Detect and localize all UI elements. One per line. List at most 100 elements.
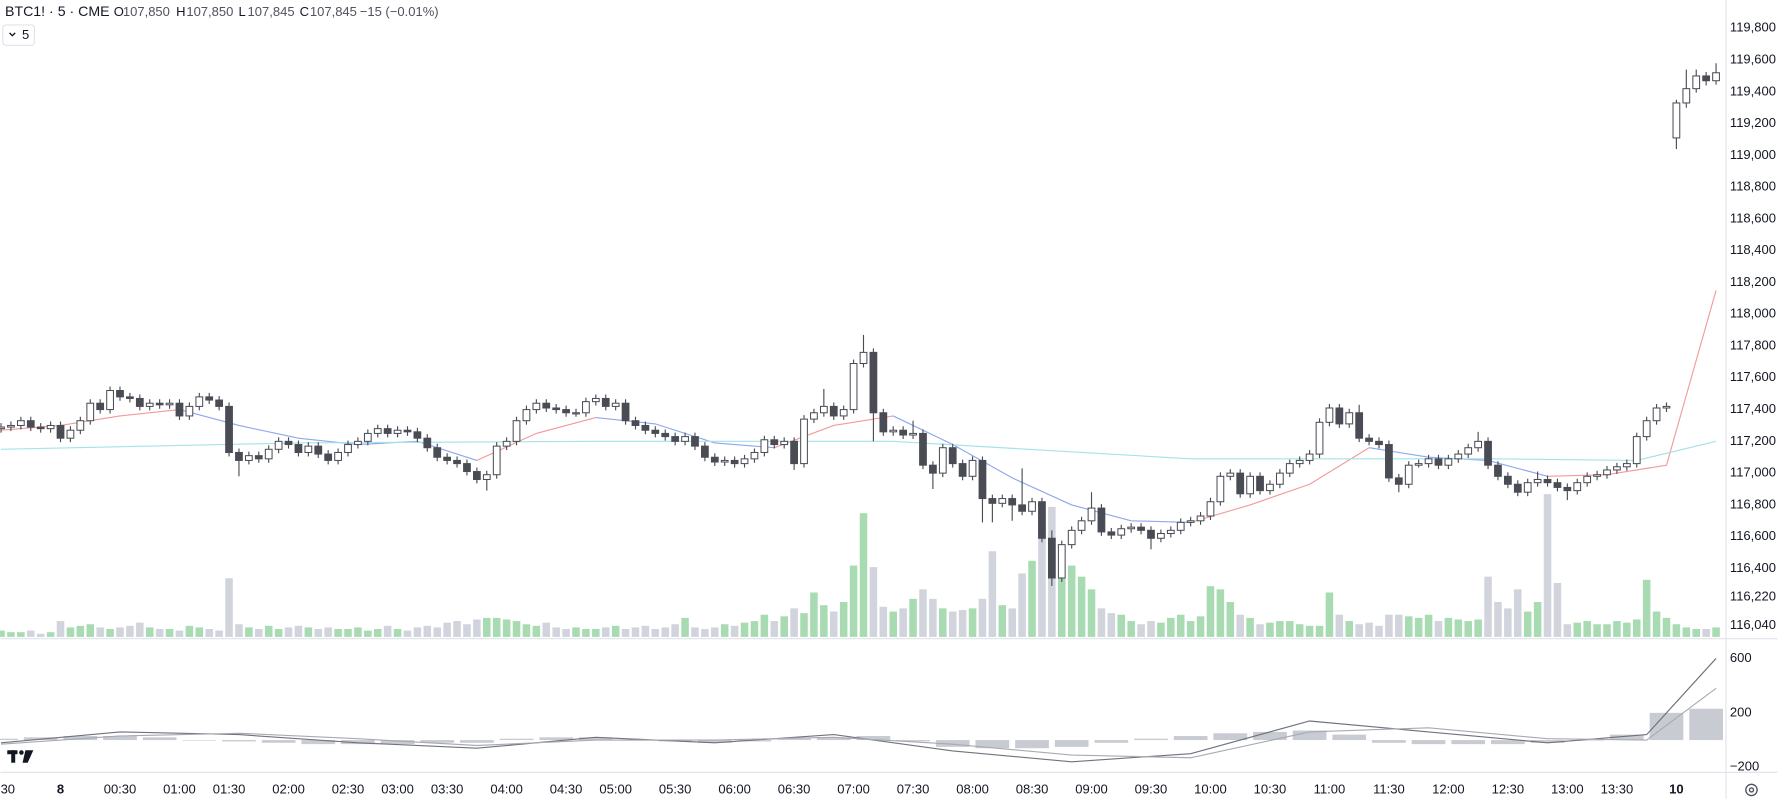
volume-bar <box>1077 576 1086 637</box>
candle-body <box>582 401 590 414</box>
candle-body <box>1117 528 1126 536</box>
volume-bar <box>86 624 95 637</box>
candle-body <box>235 451 243 461</box>
volume-bar <box>46 632 55 637</box>
volume-bar <box>1702 629 1710 637</box>
candle-body <box>304 445 313 453</box>
symbol-title: BTC1! · 5 · CME <box>5 4 110 20</box>
macd-histogram-bar <box>182 740 217 741</box>
interval-label[interactable]: 5 <box>22 27 29 42</box>
x-tick-label: 10:00 <box>1194 781 1227 796</box>
candle-body <box>1414 463 1423 466</box>
y-tick-label: 116,400 <box>1730 560 1776 575</box>
volume-bar <box>1652 611 1661 637</box>
candle-body <box>988 498 997 504</box>
candle-body <box>1166 529 1175 535</box>
volume-bar <box>364 630 372 637</box>
candle-body <box>76 420 85 431</box>
x-tick-label: 11:00 <box>1314 781 1346 796</box>
macd-tick-label: 600 <box>1730 650 1752 665</box>
volume-bar <box>1484 576 1492 637</box>
y-tick-label: 119,600 <box>1730 51 1776 66</box>
ohlc-value: 107,845 <box>248 4 295 19</box>
volume-bar <box>1107 613 1116 637</box>
volume-bar <box>869 567 878 637</box>
macd-layer <box>0 658 1723 763</box>
candle-body <box>1394 477 1403 485</box>
candle-body <box>1365 437 1373 442</box>
candle-body <box>1662 405 1671 409</box>
interval-toggle[interactable]: 5 <box>2 24 36 46</box>
macd-histogram-bar <box>341 740 375 745</box>
toggle-box[interactable] <box>2 24 36 46</box>
volume-bar <box>215 630 223 637</box>
chevron-icon[interactable] <box>9 32 16 37</box>
volume-bar <box>284 627 293 637</box>
candle-body <box>968 459 977 477</box>
candle-body <box>1246 475 1255 495</box>
candle-body <box>1454 453 1463 460</box>
candle-body <box>264 448 273 460</box>
candle-body <box>909 432 917 436</box>
macd-histogram-bar <box>539 737 574 741</box>
volume-bar <box>492 617 501 637</box>
y-tick-label: 118,400 <box>1730 242 1776 257</box>
x-tick-label: 01:00 <box>163 781 196 796</box>
y-tick-label: 116,220 <box>1730 588 1776 603</box>
candle-body <box>1613 466 1621 471</box>
volume-bar <box>1712 627 1720 637</box>
candle-body <box>1067 529 1076 546</box>
y-tick-label: 117,400 <box>1730 401 1776 416</box>
candle-body <box>601 397 610 407</box>
candle-body <box>443 456 452 461</box>
ohlc-value: 107,850 <box>123 4 170 19</box>
candle-body <box>591 397 600 403</box>
candle-body <box>7 424 15 428</box>
candle-body <box>106 390 114 411</box>
candle-body <box>1553 482 1562 488</box>
candle-body <box>96 402 105 411</box>
volume-bar <box>611 625 620 637</box>
volume-bar <box>383 625 392 637</box>
volume-bar <box>76 625 85 637</box>
y-tick-label: 117,800 <box>1730 337 1776 352</box>
candle-body <box>1692 75 1701 90</box>
volume-bar <box>255 629 263 637</box>
candle-body <box>1008 498 1017 506</box>
candle-body <box>195 396 204 407</box>
settings-icon[interactable] <box>1745 783 1758 797</box>
candle-body <box>1127 526 1136 530</box>
gear-hub[interactable] <box>1748 787 1755 793</box>
candle-body <box>393 429 402 434</box>
x-tick-label: :30 <box>0 781 15 796</box>
macd-histogram-bar <box>261 740 296 743</box>
volume-bar <box>1672 624 1681 637</box>
macd-line <box>0 687 1717 759</box>
candle-body <box>631 420 640 426</box>
volume-bar <box>334 629 342 637</box>
candle-body <box>225 405 233 453</box>
volume-bar <box>344 629 352 637</box>
candle-body <box>145 402 154 407</box>
candle-body <box>403 429 412 433</box>
x-tick-label: 04:00 <box>490 781 523 796</box>
x-tick-label: 05:30 <box>659 781 692 796</box>
volume-bar <box>1553 582 1562 637</box>
x-tick-label: 02:00 <box>272 781 305 796</box>
candle-body <box>1484 440 1492 466</box>
volume-bar <box>1325 592 1334 637</box>
volume-bar <box>691 627 699 637</box>
macd-histogram-bar <box>103 735 137 741</box>
candle-body <box>492 445 501 476</box>
candle-body <box>1315 421 1324 455</box>
gear-ring[interactable] <box>1745 783 1758 797</box>
volume-bar <box>889 611 898 637</box>
volume-bar <box>1603 624 1611 637</box>
candle-body <box>929 464 937 474</box>
volume-bar <box>1504 608 1512 637</box>
volume-bar <box>1514 589 1522 637</box>
ohlc-key: L <box>238 4 245 19</box>
volume-bar <box>1117 614 1126 637</box>
volume-bar <box>502 619 511 637</box>
y-tick-label: 117,200 <box>1730 433 1776 448</box>
